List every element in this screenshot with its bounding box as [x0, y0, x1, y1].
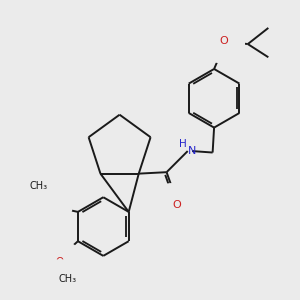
Text: CH₃: CH₃	[58, 274, 77, 284]
Text: O: O	[172, 200, 181, 210]
Text: O: O	[56, 257, 64, 267]
Text: N: N	[188, 146, 196, 156]
Text: H: H	[179, 139, 187, 149]
Text: O: O	[220, 36, 228, 46]
Text: CH₃: CH₃	[29, 181, 47, 191]
Text: O: O	[49, 195, 57, 205]
